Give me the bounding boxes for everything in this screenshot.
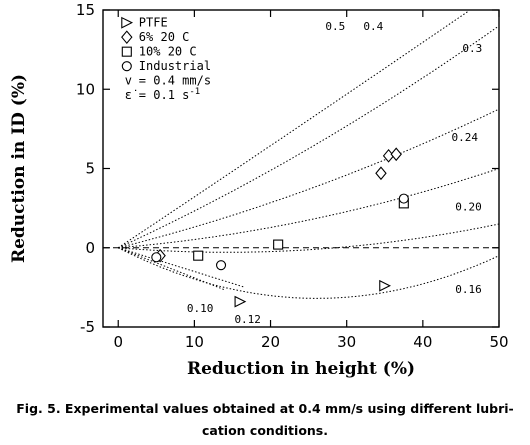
calibration-curve [117,25,500,249]
y-tick-label: 15 [76,1,95,19]
calibration-curve [118,223,500,253]
calibration-curve [117,10,469,249]
calibration-curves: 0.5 0.4 0.3 0.24 0.20 0.16 0.12 0.10 [103,10,500,326]
y-tick-label: -5 [80,318,95,336]
x-tick-label: 20 [261,333,280,351]
x-tick-label: 0 [113,333,123,351]
data-point-diamond [375,166,387,181]
legend-marker-diamond [121,30,133,45]
curve-label: 0.10 [187,302,214,315]
legend-marker-square [121,46,132,57]
legend-label: PTFE [139,16,168,30]
caption-line-1: Fig. 5. Experimental values obtained at … [16,401,514,416]
legend-condition-superscript: -1 [189,87,200,97]
legend-condition-symbol: v [125,74,132,88]
calibration-curve [118,247,225,291]
calibration-curve [117,247,500,299]
curve-label: 0.3 [462,42,482,55]
x-tick-label: 40 [413,333,432,351]
tick-labels: 0 10 20 30 40 50 -5 0 5 10 15 [76,1,509,351]
calibration-curve [118,247,245,288]
y-tick-label: 10 [76,80,95,98]
curve-label: 0.4 [363,20,383,33]
curve-label: 0.16 [455,283,482,296]
curve-label: 0.12 [234,313,261,326]
data-point-circle [398,193,409,204]
figure-caption: Fig. 5. Experimental values obtained at … [0,398,530,442]
data-point-triangle-right [234,295,247,308]
curve-label: 0.24 [451,131,478,144]
curve-label: 0.20 [455,201,482,214]
legend-condition-text: = 0.4 mm/s [139,74,211,88]
data-point-triangle-right [379,279,391,292]
calibration-curve [118,108,500,249]
y-tick-label: 0 [85,239,95,257]
data-point-square [273,239,284,250]
legend-label: 6% 20 C [139,30,190,44]
x-tick-label: 30 [337,333,356,351]
y-tick-label: 5 [85,160,95,178]
legend-condition-text: = 0.1 s-1 [139,87,200,102]
caption-line-2: cation conditions. [201,423,328,438]
x-tick-label: 50 [489,333,508,351]
curve-label: 0.5 [325,20,345,33]
legend-label: 10% 20 C [139,45,197,59]
legend-marker-triangle-right [121,16,134,29]
x-tick-label: 10 [185,333,204,351]
legend-label: Industrial [139,59,211,73]
data-point-square [193,250,204,261]
data-point-circle [215,260,227,271]
legend-marker-circle [121,61,132,72]
data-points [151,147,409,308]
data-point-circle [151,252,162,263]
axis-labels: Reduction in height (%) Reduction in ID (… [9,74,415,379]
data-point-diamond [390,147,402,162]
y-axis-label: Reduction in ID (%) [9,74,29,263]
calibration-curve [118,168,500,249]
x-axis-label: Reduction in height (%) [187,359,415,379]
legend-condition-symbol: ε̇ [125,88,137,102]
